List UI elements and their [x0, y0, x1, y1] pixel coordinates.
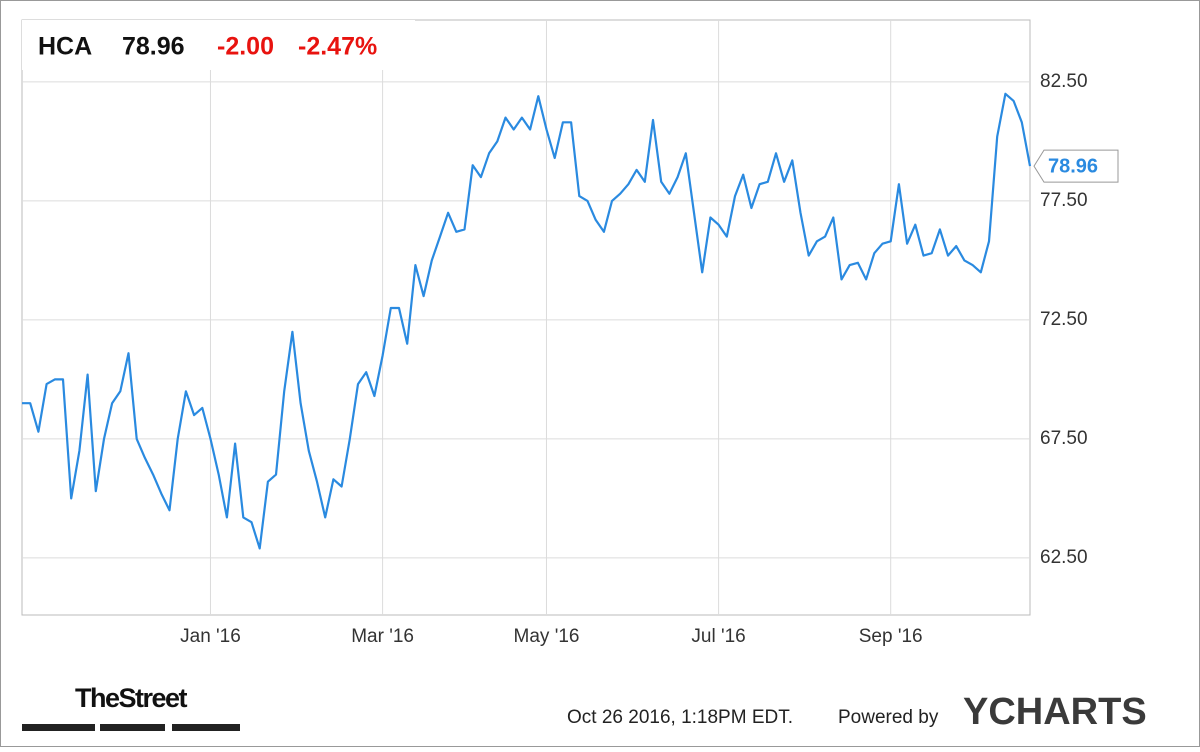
- x-tick-label: Jul '16: [691, 626, 745, 647]
- y-tick-label: 72.50: [1040, 309, 1088, 330]
- grid: [22, 20, 1030, 615]
- header-box: [22, 20, 415, 70]
- y-tick-label: 82.50: [1040, 71, 1088, 92]
- last-value-tag: [1033, 149, 1119, 183]
- brand: TheStreet: [75, 683, 188, 713]
- brand-bar: [172, 724, 240, 731]
- change-pct: -2.47%: [298, 33, 377, 61]
- y-tick-label: 62.50: [1040, 547, 1088, 568]
- plot: [22, 92, 1032, 550]
- x-tick-label: May '16: [514, 626, 580, 647]
- brand-bar: [22, 724, 95, 731]
- axis: 62.50 67.50 72.50 77.50 82.50 Jan '16 Mar '16 M…: [180, 71, 1119, 647]
- ticker: HCA: [38, 33, 92, 61]
- price: 78.96: [122, 33, 185, 61]
- x-tick-label: Sep '16: [859, 626, 923, 647]
- change: -2.00: [217, 33, 274, 61]
- x-tick-label: Mar '16: [351, 626, 414, 647]
- timestamp: Oct 26 2016, 1:18PM EDT.: [567, 707, 793, 728]
- plot-area: [21, 19, 1031, 616]
- price-line: [22, 92, 1032, 550]
- y-tick-label: 67.50: [1040, 428, 1088, 449]
- brand-bar: [100, 724, 165, 731]
- last-value-label: 78.96: [1048, 155, 1098, 177]
- logo: YCHARTS: [963, 691, 1147, 733]
- y-tick-label: 77.50: [1040, 190, 1088, 211]
- x-tick-label: Jan '16: [180, 626, 241, 647]
- powered-by: Powered by: [838, 707, 939, 728]
